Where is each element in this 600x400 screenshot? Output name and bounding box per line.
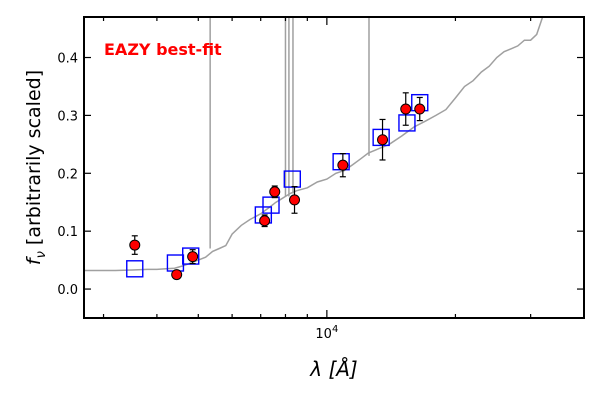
observed-flux-point [337, 159, 349, 171]
axes-frame [83, 16, 585, 319]
model-flux-square [262, 196, 280, 214]
y-tick-label: 0.1 [57, 225, 78, 240]
axis-ticks [84, 17, 585, 318]
observed-flux-point [269, 186, 281, 198]
x-tick-label: 104 [315, 324, 338, 342]
tick-labels: 0.0 0.1 0.2 0.3 0.4 104 [57, 52, 338, 342]
observed-flux-point [377, 134, 389, 146]
observed-flux-point [414, 103, 426, 115]
annotation-label: EAZY best-fit [104, 40, 222, 59]
plot-area [84, 17, 544, 281]
y-tick-label: 0.2 [57, 167, 78, 182]
y-axis-label: fν [arbitrarily scaled] [23, 70, 49, 265]
y-tick-label: 0.4 [57, 52, 78, 67]
x-axis-label: λ [Å] [309, 357, 357, 381]
observed-flux-point [129, 239, 141, 251]
y-tick-label: 0.3 [57, 109, 78, 124]
y-tick-label: 0.0 [57, 283, 78, 298]
model-flux-square [398, 114, 416, 132]
observed-flux-point [400, 103, 412, 115]
model-flux-square [126, 260, 144, 278]
observed-flux-point [259, 215, 271, 227]
observed-flux-point [289, 194, 301, 206]
observed-flux-point [171, 269, 183, 281]
model-flux-square [372, 128, 390, 147]
observed-flux-point [187, 251, 199, 263]
